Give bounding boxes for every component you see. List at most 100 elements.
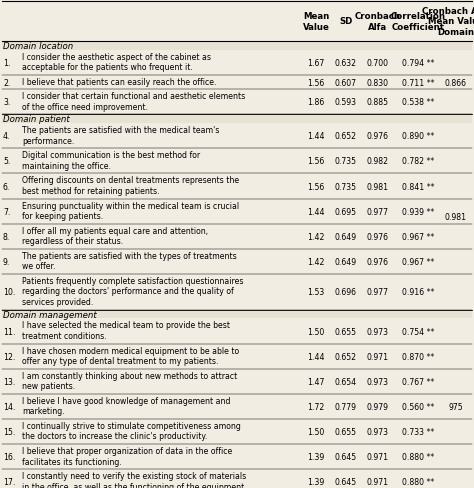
Text: 0.593: 0.593 xyxy=(335,98,357,107)
Text: 0.976: 0.976 xyxy=(367,132,389,141)
Bar xyxy=(2,310,472,319)
Text: 0.977: 0.977 xyxy=(367,207,389,216)
Text: 1.86: 1.86 xyxy=(307,98,325,107)
Text: 0.977: 0.977 xyxy=(367,288,389,297)
Text: I consider the aesthetic aspect of the cabinet as
acceptable for the patients wh: I consider the aesthetic aspect of the c… xyxy=(22,53,211,72)
Text: 0.830: 0.830 xyxy=(367,79,389,87)
Text: 0.607: 0.607 xyxy=(335,79,357,87)
Text: 0.652: 0.652 xyxy=(335,132,357,141)
Text: I believe that patients can easily reach the office.: I believe that patients can easily reach… xyxy=(22,78,217,87)
Text: 1.53: 1.53 xyxy=(307,288,325,297)
Text: 0.841 **: 0.841 ** xyxy=(402,182,434,191)
Text: I believe I have good knowledge of management and
marketing.: I believe I have good knowledge of manag… xyxy=(22,396,230,415)
Text: 0.866: 0.866 xyxy=(445,79,467,87)
Text: Correlation
Coefficient: Correlation Coefficient xyxy=(391,12,446,32)
Text: 1.44: 1.44 xyxy=(307,352,325,361)
Text: 1.: 1. xyxy=(3,59,10,67)
Text: 14.: 14. xyxy=(3,402,16,411)
Text: 9.: 9. xyxy=(3,258,10,266)
Text: 16.: 16. xyxy=(3,452,15,461)
Text: 0.733 **: 0.733 ** xyxy=(402,427,434,436)
Text: 0.973: 0.973 xyxy=(367,377,389,386)
Text: 1.39: 1.39 xyxy=(307,477,325,487)
Text: 0.696: 0.696 xyxy=(335,288,357,297)
Text: Digital communication is the best method for
maintaining the office.: Digital communication is the best method… xyxy=(22,151,200,170)
Text: 0.794 **: 0.794 ** xyxy=(402,59,434,67)
Text: 0.885: 0.885 xyxy=(367,98,389,107)
Text: 0.981: 0.981 xyxy=(367,182,389,191)
Text: Mean
Value: Mean Value xyxy=(302,12,329,32)
Text: 0.971: 0.971 xyxy=(367,352,389,361)
Text: 10.: 10. xyxy=(3,288,15,297)
Text: 1.42: 1.42 xyxy=(307,258,325,266)
Text: 0.645: 0.645 xyxy=(335,477,357,487)
Text: 1.67: 1.67 xyxy=(307,59,325,67)
Text: Offering discounts on dental treatments represents the
best method for retaining: Offering discounts on dental treatments … xyxy=(22,176,239,196)
Text: 1.56: 1.56 xyxy=(307,79,325,87)
Text: 0.652: 0.652 xyxy=(335,352,357,361)
Bar xyxy=(2,42,472,51)
Text: Domain patient: Domain patient xyxy=(3,115,70,124)
Text: Domain location: Domain location xyxy=(3,42,73,51)
Text: The patients are satisfied with the types of treatments
we offer.: The patients are satisfied with the type… xyxy=(22,251,237,271)
Text: 0.880 **: 0.880 ** xyxy=(402,477,434,487)
Text: 0.971: 0.971 xyxy=(367,452,389,461)
Text: 0.655: 0.655 xyxy=(335,427,357,436)
Text: 0.779: 0.779 xyxy=(335,402,357,411)
Text: 0.735: 0.735 xyxy=(335,182,357,191)
Text: 1.50: 1.50 xyxy=(307,427,325,436)
Text: 1.72: 1.72 xyxy=(307,402,325,411)
Text: 0.939 **: 0.939 ** xyxy=(402,207,434,216)
Text: 11.: 11. xyxy=(3,327,16,336)
Text: 4.: 4. xyxy=(3,132,10,141)
Text: 0.979: 0.979 xyxy=(367,402,389,411)
Text: 0.870 **: 0.870 ** xyxy=(402,352,434,361)
Text: 0.735: 0.735 xyxy=(335,157,357,166)
Text: 1.56: 1.56 xyxy=(307,182,325,191)
Text: 0.890 **: 0.890 ** xyxy=(402,132,434,141)
Text: Ensuring punctuality within the medical team is crucial
for keeping patients.: Ensuring punctuality within the medical … xyxy=(22,201,239,221)
Text: 0.967 **: 0.967 ** xyxy=(402,232,434,242)
Text: 0.767 **: 0.767 ** xyxy=(402,377,434,386)
Text: 1.42: 1.42 xyxy=(307,232,325,242)
Text: 5.: 5. xyxy=(3,157,10,166)
Text: 1.44: 1.44 xyxy=(307,207,325,216)
Text: 1.44: 1.44 xyxy=(307,132,325,141)
Text: 0.632: 0.632 xyxy=(335,59,357,67)
Text: 0.654: 0.654 xyxy=(335,377,357,386)
Text: 0.971: 0.971 xyxy=(367,477,389,487)
Text: I am constantly thinking about new methods to attract
new patients.: I am constantly thinking about new metho… xyxy=(22,371,237,390)
Text: 0.649: 0.649 xyxy=(335,232,357,242)
Text: 0.560 **: 0.560 ** xyxy=(402,402,434,411)
Text: 8.: 8. xyxy=(3,232,10,242)
Text: 1.47: 1.47 xyxy=(307,377,325,386)
Text: 0.538 **: 0.538 ** xyxy=(402,98,434,107)
Text: 0.982: 0.982 xyxy=(367,157,389,166)
Text: 1.50: 1.50 xyxy=(307,327,325,336)
Text: 0.700: 0.700 xyxy=(367,59,389,67)
Text: 975: 975 xyxy=(449,402,463,411)
Text: Cronbach
Alfa: Cronbach Alfa xyxy=(355,12,401,32)
Text: The patients are satisfied with the medical team's
performance.: The patients are satisfied with the medi… xyxy=(22,126,219,145)
Text: 2.: 2. xyxy=(3,79,10,87)
Text: 0.649: 0.649 xyxy=(335,258,357,266)
Bar xyxy=(2,115,472,124)
Text: 0.645: 0.645 xyxy=(335,452,357,461)
Text: 6.: 6. xyxy=(3,182,10,191)
Text: 0.973: 0.973 xyxy=(367,327,389,336)
Text: I offer all my patients equal care and attention,
regardless of their status.: I offer all my patients equal care and a… xyxy=(22,226,208,245)
Text: I have chosen modern medical equipment to be able to
offer any type of dental tr: I have chosen modern medical equipment t… xyxy=(22,346,239,366)
Text: Domain management: Domain management xyxy=(3,310,97,319)
Text: I have selected the medical team to provide the best
treatment conditions.: I have selected the medical team to prov… xyxy=(22,321,230,340)
Text: 0.967 **: 0.967 ** xyxy=(402,258,434,266)
Text: 0.655: 0.655 xyxy=(335,327,357,336)
Text: 12.: 12. xyxy=(3,352,15,361)
Text: 13.: 13. xyxy=(3,377,15,386)
Text: SD: SD xyxy=(339,18,353,26)
Text: 1.39: 1.39 xyxy=(307,452,325,461)
Text: I continually strive to stimulate competitiveness among
the doctors to increase : I continually strive to stimulate compet… xyxy=(22,421,241,441)
Text: 17.: 17. xyxy=(3,477,15,487)
Text: 0.754 **: 0.754 ** xyxy=(402,327,434,336)
Text: 0.916 **: 0.916 ** xyxy=(402,288,434,297)
Text: 1.56: 1.56 xyxy=(307,157,325,166)
